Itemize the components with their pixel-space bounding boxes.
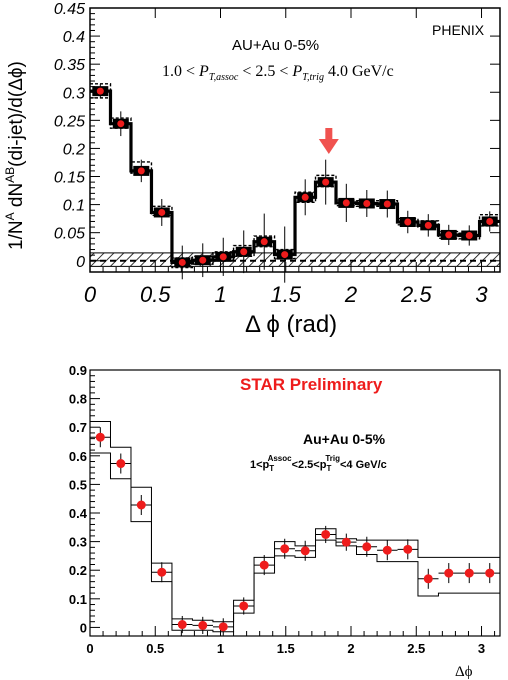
star-data-point (362, 542, 372, 552)
cut-part-3: 4.0 GeV/c (324, 63, 394, 80)
star-data-point (382, 545, 392, 555)
phenix-data-point (117, 120, 125, 128)
star-data-point (403, 544, 413, 554)
phenix-y-tick-label: 0.15 (54, 170, 85, 187)
star-y-tick-label: 0 (80, 620, 87, 635)
phenix-data-point (260, 238, 268, 246)
phenix-x-tick-label: 2 (344, 282, 357, 307)
star-x-tick-label: 0 (86, 641, 93, 656)
star-y-tick-label: 0.7 (69, 420, 87, 435)
phenix-data-point (486, 217, 494, 225)
star-x-tick-label: 1 (217, 641, 224, 656)
cut-part-2: < 2.5 < (238, 63, 292, 80)
star-cut-label: 1<pTAssoc<2.5<pTTrig<4 GeV/c (250, 454, 387, 473)
star-y-tick-label: 0.8 (69, 392, 87, 407)
cut-p-symbol-1: P (198, 63, 209, 80)
phenix-x-tick-label: 3 (475, 282, 488, 307)
phenix-cut-label: 1.0 < PT,assoc < 2.5 < PT,trig 4.0 GeV/c (162, 63, 394, 83)
phenix-y-tick-label: 0.25 (54, 113, 85, 130)
star-y-tick-label: 0.6 (69, 449, 87, 464)
phenix-data-point (424, 221, 432, 229)
phenix-x-tick-label: 1 (214, 282, 226, 307)
phenix-x-tick-label: 2.5 (400, 282, 432, 307)
phenix-data-point (322, 178, 330, 186)
phenix-data-point (158, 208, 166, 216)
phenix-plot-frame (89, 7, 501, 273)
phenix-data-point (281, 251, 289, 259)
star-data-point (464, 568, 474, 578)
phenix-y-tick-label: 0.05 (54, 226, 85, 243)
phenix-y-tick-label: 0.2 (63, 141, 85, 158)
star-data-point (423, 574, 433, 584)
phenix-y-tick-label: 0.3 (63, 85, 85, 102)
phenix-y-axis-label: 1/NA dNAB(di-jet)/d(Δϕ) (3, 61, 27, 250)
star-data-point (485, 568, 495, 578)
star-data-point (300, 546, 310, 556)
phenix-x-tick-label: 0 (84, 282, 97, 307)
star-y-tick-label: 0.3 (69, 535, 87, 550)
phenix-data-point (240, 248, 248, 256)
phenix-data-point (363, 199, 371, 207)
star-x-tick-label: 1.5 (277, 641, 295, 656)
phenix-data-point (383, 200, 391, 208)
star-x-axis-label: Δϕ (455, 664, 473, 680)
phenix-data-point (96, 87, 104, 95)
star-y-tick-label: 0.5 (69, 477, 87, 492)
phenix-data-point (404, 218, 412, 226)
phenix-y-tick-label: 0.4 (63, 29, 85, 46)
phenix-y-tick-label: 0.35 (54, 57, 85, 74)
star-data-point (444, 568, 454, 578)
phenix-y-tick-label: 0.45 (54, 1, 85, 18)
star-x-tick-label: 2.5 (407, 641, 425, 656)
phenix-y-tick-label: 0.1 (63, 198, 85, 215)
phenix-title: AU+Au 0-5% (232, 37, 319, 54)
star-y-tick-label: 0.4 (69, 506, 88, 521)
star-data-point (157, 567, 167, 577)
star-subtitle: Au+Au 0-5% (303, 431, 386, 447)
star-data-point (341, 537, 351, 547)
star-title: STAR Preliminary (240, 375, 383, 394)
star-data-point (136, 500, 146, 510)
star-x-tick-label: 2 (347, 641, 354, 656)
phenix-data-point (178, 258, 186, 266)
star-y-tick-label: 0.9 (69, 363, 87, 378)
star-y-tick-label: 0.2 (69, 563, 87, 578)
phenix-data-point (301, 193, 309, 201)
cut-sub-2: T,trig (302, 72, 324, 83)
cut-sub-1: T,assoc (209, 72, 239, 83)
phenix-data-point (199, 256, 207, 264)
phenix-data-point (465, 231, 473, 239)
cut-p-symbol-2: P (291, 63, 302, 80)
cut-part-1: 1.0 < (162, 63, 199, 80)
phenix-x-tick-label: 0.5 (140, 282, 171, 307)
star-x-tick-label: 0.5 (146, 641, 164, 656)
phenix-data-point (137, 167, 145, 175)
phenix-x-tick-label: 1.5 (270, 282, 301, 307)
star-data-point (218, 622, 228, 632)
star-data-point (116, 459, 126, 469)
star-chart: 0 0.1 0.2 0.3 0.4 0.5 0.6 0.7 0.8 0.9 0 0.5 1 1.5 2 2.5… (69, 363, 501, 680)
phenix-data-point (445, 231, 453, 239)
star-data-point (280, 544, 290, 554)
star-plot-frame (89, 369, 501, 637)
phenix-data-point (342, 199, 350, 207)
star-data-point (198, 620, 208, 630)
star-data-point (177, 620, 187, 630)
phenix-arrow-shaft (325, 128, 333, 140)
phenix-label: PHENIX (432, 22, 485, 38)
star-data-point (259, 560, 269, 570)
phenix-data-point (219, 253, 227, 261)
phenix-arrow-icon (318, 139, 339, 154)
star-data-point (321, 529, 331, 539)
star-data-point (95, 432, 105, 442)
phenix-y-tick-label: 0 (76, 254, 85, 271)
phenix-x-axis-label: Δ ϕ (rad) (245, 311, 337, 338)
phenix-chart: 0 0.05 0.1 0.15 0.2 0.25 0.3 0.35 0.4 0.45 0 0.5 1 1.… (3, 1, 501, 338)
star-x-tick-label: 3 (478, 641, 485, 656)
star-y-tick-label: 0.1 (69, 592, 87, 607)
star-data-point (239, 601, 249, 611)
